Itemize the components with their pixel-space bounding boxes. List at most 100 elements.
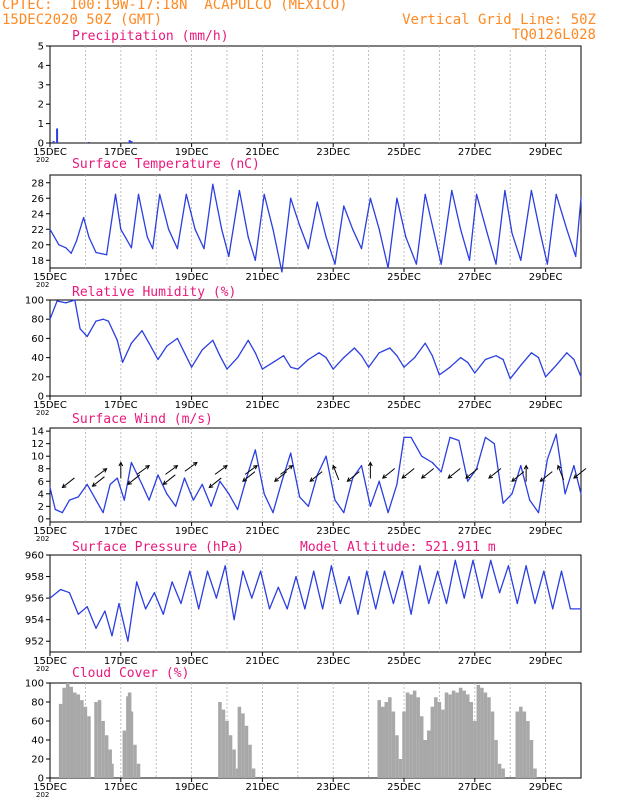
- data-point: [153, 592, 156, 594]
- data-point: [403, 436, 405, 438]
- data-point: [502, 358, 504, 361]
- vertical-grid-info: Vertical Grid Line: 50Z: [402, 12, 596, 28]
- data-point: [261, 368, 263, 370]
- data-point: [166, 345, 168, 347]
- data-point: [451, 189, 453, 192]
- x-tick-label: 23DEC: [316, 147, 350, 158]
- wind-arrow: [332, 465, 340, 481]
- data-point: [189, 570, 191, 572]
- data-point: [242, 570, 244, 572]
- data-point: [539, 232, 541, 234]
- cloud-bar: [448, 694, 452, 778]
- wind-arrow-head: [346, 477, 352, 482]
- data-point: [233, 619, 235, 621]
- data-point: [212, 339, 214, 341]
- wind-arrow-head: [488, 474, 493, 479]
- data-point: [70, 252, 72, 254]
- data-point: [389, 347, 391, 349]
- data-point: [237, 508, 239, 511]
- data-point: [580, 197, 582, 199]
- cloud-bar: [519, 706, 523, 778]
- data-point: [378, 352, 380, 354]
- precip-bar: [87, 142, 90, 143]
- x-tick-label: 21DEC: [246, 272, 280, 283]
- x-tick-label: 21DEC: [246, 782, 280, 793]
- data-point: [530, 352, 533, 354]
- data-point: [175, 505, 177, 507]
- wind-arrow-head: [162, 480, 168, 486]
- data-point: [228, 493, 230, 495]
- x-tick-label: 23DEC: [316, 526, 350, 537]
- data-point: [307, 358, 310, 361]
- data-point: [475, 193, 478, 195]
- data-point: [546, 458, 548, 460]
- data-point: [77, 496, 79, 498]
- wind-arrow: [447, 468, 461, 479]
- y-tick-label: 6: [38, 477, 44, 488]
- data-point: [185, 193, 187, 195]
- precip-bar: [130, 141, 133, 143]
- data-point: [192, 499, 194, 501]
- data-point: [313, 570, 315, 572]
- data-point: [580, 608, 582, 610]
- wind-arrow: [214, 465, 228, 475]
- cloud-bar: [101, 721, 105, 778]
- data-point: [49, 597, 51, 599]
- cloud-bar: [133, 744, 137, 778]
- wind-arrow-head: [127, 480, 132, 486]
- data-point: [334, 263, 336, 265]
- data-point: [221, 228, 223, 230]
- data-point: [318, 352, 320, 354]
- data-point: [467, 361, 469, 363]
- data-point: [330, 565, 333, 567]
- cloud-bar: [237, 706, 242, 778]
- cloud-bar: [409, 694, 413, 778]
- data-point: [396, 197, 398, 199]
- data-point: [580, 493, 582, 495]
- data-point: [414, 357, 416, 359]
- data-point: [58, 244, 60, 246]
- data-point: [228, 255, 230, 257]
- wind-arrow-head: [222, 464, 228, 470]
- data-point: [405, 236, 407, 238]
- x-tick-label: 27DEC: [458, 272, 492, 283]
- cloud-bar: [501, 768, 505, 778]
- x-tick-label: 23DEC: [316, 782, 350, 793]
- data-point: [467, 480, 469, 482]
- cloud-bar: [469, 702, 474, 778]
- data-point: [247, 236, 249, 238]
- cloud-bar: [480, 687, 484, 778]
- x-tick-label: 19DEC: [175, 526, 209, 537]
- data-point: [152, 248, 154, 250]
- data-point: [573, 358, 575, 361]
- wind-arrow: [244, 465, 258, 475]
- x-tick-label: 15DEC: [33, 147, 67, 158]
- x-tick-label: 19DEC: [175, 400, 209, 411]
- precip-bar: [128, 140, 131, 143]
- data-point: [304, 608, 306, 610]
- panel-4: 952 954 956 958 960 15DEC 17DEC 19DEC 21DEC 23DEC…: [25, 540, 582, 673]
- data-point: [298, 224, 301, 226]
- panel-5: 0 20 40 60 80 100 15DEC 17DEC 19DEC 21DEC 23DEC 25D…: [25, 666, 582, 799]
- data-point: [277, 586, 279, 588]
- data-point: [353, 347, 356, 349]
- x-tick-label: 27DEC: [458, 656, 492, 667]
- cloud-bar: [76, 694, 81, 778]
- x-tick-label: 25DEC: [387, 526, 421, 537]
- y-tick-label: 18: [31, 256, 44, 267]
- y-tick-label: 22: [31, 225, 44, 236]
- wind-arrow-head: [573, 474, 578, 479]
- data-point: [83, 217, 85, 219]
- data-point: [226, 368, 228, 370]
- model-altitude-label: Model Altitude: 521.911 m: [300, 540, 496, 555]
- data-point: [366, 570, 368, 572]
- wind-arrow-head: [273, 477, 279, 482]
- data-point: [61, 511, 63, 514]
- wind-arrow: [382, 468, 396, 479]
- data-point: [203, 248, 205, 250]
- data-point: [474, 372, 476, 374]
- data-point: [511, 493, 513, 495]
- cloud-bar: [65, 683, 70, 778]
- x-tick-label: 29DEC: [529, 526, 563, 537]
- data-point: [130, 247, 133, 249]
